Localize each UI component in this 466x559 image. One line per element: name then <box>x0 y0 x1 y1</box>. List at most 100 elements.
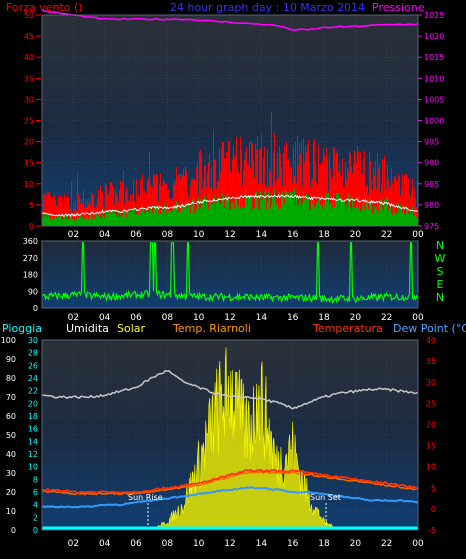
x-tick-label: 20 <box>350 313 362 323</box>
direction-letter: N <box>436 291 444 304</box>
y-right-tick-label: 1010 <box>424 74 444 83</box>
y-left-tick-label: 0 <box>29 222 34 231</box>
x-tick-label: 08 <box>162 313 174 323</box>
x-tick-label: 10 <box>193 230 205 240</box>
x-tick-label: 06 <box>130 539 142 549</box>
y-right-tick-label: 975 <box>424 222 439 231</box>
x-tick-label: 00 <box>412 539 424 549</box>
y-mid-tick-label: 24 <box>28 374 38 383</box>
x-tick-label: 00 <box>412 313 424 323</box>
y-mid-tick-label: 2 <box>33 513 38 522</box>
x-tick-label: 06 <box>130 313 142 323</box>
direction-panel-axes: 0 90 180 270 360 02 04 06 08 10 12 14 16 18 20 22 00 <box>23 237 424 323</box>
y-right-tick-label: 985 <box>424 180 439 189</box>
x-tick-label: 16 <box>287 230 299 240</box>
x-tick-label: 22 <box>381 313 392 323</box>
y-mid-tick-label: 26 <box>28 361 38 370</box>
legend-dewpoint: Dew Point (°C) <box>393 322 466 335</box>
y-mid-tick-label: 4 <box>33 501 38 510</box>
x-tick-label: 08 <box>162 539 174 549</box>
y-right-tick-label: 15 <box>426 442 436 451</box>
legend-pioggia: Pioggia <box>2 322 42 335</box>
y-tick-label: 90 <box>28 287 38 296</box>
x-tick-label: 10 <box>193 539 205 549</box>
wind-panel-axes: 0510152025303540455097598098599099510001… <box>24 11 445 240</box>
y-left-tick-label: 20 <box>6 488 16 497</box>
y-left-tick-label: 45 <box>24 32 34 41</box>
y-left-tick-label: 15 <box>24 159 34 168</box>
y-right-tick-label: 40 <box>426 336 436 345</box>
humidity-line <box>41 369 419 410</box>
riarnoli-temp-line <box>41 470 419 496</box>
y-right-tick-label: 35 <box>426 357 436 366</box>
x-tick-label: 08 <box>162 230 174 240</box>
direction-letter: E <box>437 278 444 291</box>
y-right-tick-label: 1020 <box>424 32 444 41</box>
temp-panel-axes: 0102030405060708090100024681012141618202… <box>1 336 436 549</box>
y-left-tick-label: 10 <box>6 507 16 516</box>
x-tick-label: 00 <box>412 230 424 240</box>
header-wind-label: Forza vento () <box>6 1 83 14</box>
x-tick-label: 04 <box>99 230 111 240</box>
y-left-tick-label: 40 <box>6 450 16 459</box>
x-tick-label: 02 <box>68 230 79 240</box>
y-right-tick-label: 1025 <box>424 11 444 20</box>
header-pressure-label: Pressione <box>372 1 425 14</box>
y-left-tick-label: 30 <box>6 469 16 478</box>
x-tick-label: 10 <box>193 313 205 323</box>
x-tick-label: 04 <box>99 539 111 549</box>
direction-letter: N <box>436 239 444 252</box>
x-tick-label: 12 <box>224 539 235 549</box>
y-left-tick-label: 50 <box>24 11 34 20</box>
y-right-tick-label: 20 <box>426 420 436 429</box>
y-left-tick-label: 90 <box>6 355 16 364</box>
sunset-label: Sun Set <box>310 493 341 502</box>
sunrise-label: Sun Rise <box>128 493 163 502</box>
y-mid-tick-label: 8 <box>33 475 38 484</box>
y-left-tick-label: 40 <box>24 53 34 62</box>
y-left-tick-label: 70 <box>6 393 16 402</box>
x-tick-label: 18 <box>318 313 330 323</box>
y-mid-tick-label: 16 <box>28 425 38 434</box>
y-mid-tick-label: 12 <box>28 450 38 459</box>
y-mid-tick-label: 10 <box>28 463 38 472</box>
y-right-tick-label: 5 <box>431 484 436 493</box>
y-right-tick-label: 1005 <box>424 95 444 104</box>
y-right-tick-label: 1015 <box>424 53 444 62</box>
legend-umidita: Umidita <box>66 322 109 335</box>
y-right-tick-label: 30 <box>426 378 436 387</box>
y-left-tick-label: 35 <box>24 74 34 83</box>
y-left-tick-label: 60 <box>6 412 16 421</box>
y-mid-tick-label: 6 <box>33 488 38 497</box>
y-left-tick-label: 5 <box>29 201 34 210</box>
temp-panel-data <box>41 347 419 531</box>
x-tick-label: 02 <box>68 539 79 549</box>
y-left-tick-label: 25 <box>24 117 34 126</box>
x-tick-label: 14 <box>256 539 268 549</box>
x-tick-label: 16 <box>287 539 299 549</box>
pressure-line <box>41 9 419 32</box>
x-tick-label: 18 <box>318 539 330 549</box>
temperature-line <box>41 468 419 495</box>
y-left-tick-label: 10 <box>24 180 34 189</box>
y-tick-label: 360 <box>23 237 38 246</box>
direction-letter: S <box>437 265 444 278</box>
y-right-tick-label: -5 <box>428 526 436 535</box>
x-tick-label: 22 <box>381 539 392 549</box>
wind-panel-grid <box>42 14 419 227</box>
x-tick-label: 12 <box>224 230 235 240</box>
legend-temperatura: Temperatura <box>312 322 383 335</box>
direction-letter: W <box>435 252 446 265</box>
y-right-tick-label: 25 <box>426 399 436 408</box>
y-mid-tick-label: 14 <box>28 437 38 446</box>
y-mid-tick-label: 28 <box>28 349 38 358</box>
x-tick-label: 20 <box>350 539 362 549</box>
y-right-tick-label: 995 <box>424 138 439 147</box>
y-tick-label: 270 <box>23 254 38 263</box>
y-right-tick-label: 980 <box>424 201 439 210</box>
y-mid-tick-label: 30 <box>28 336 38 345</box>
y-right-tick-label: 0 <box>431 505 436 514</box>
y-left-tick-label: 30 <box>24 95 34 104</box>
